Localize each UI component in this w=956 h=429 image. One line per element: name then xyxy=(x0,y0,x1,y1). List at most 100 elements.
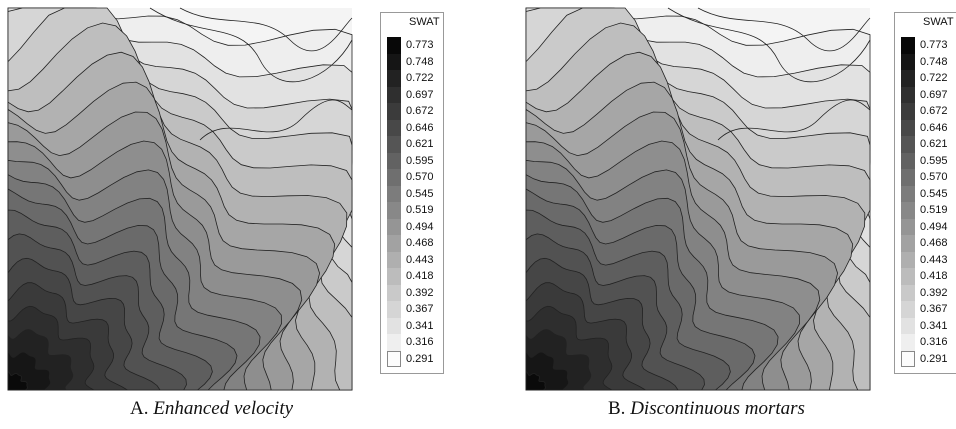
panel-b: SWAT 0.773 0.748 0.722 0.697 0.672 0.646 0.621… xyxy=(478,0,956,429)
contour-line xyxy=(717,99,871,141)
legend-swatch xyxy=(387,334,401,351)
legend-value: 0.468 xyxy=(406,237,434,249)
legend-swatch xyxy=(387,251,401,268)
legend-swatch xyxy=(387,301,401,318)
legend-swatch xyxy=(901,251,915,268)
legend-a: SWAT 0.773 0.748 0.722 0.697 0.672 0.646 0.621… xyxy=(380,12,444,374)
legend-value: 0.418 xyxy=(406,270,434,282)
legend-swatch xyxy=(901,136,915,153)
contour-band xyxy=(7,370,28,391)
legend-swatch xyxy=(901,317,915,334)
legend-swatch xyxy=(387,37,401,54)
contour-plot-b xyxy=(525,7,871,391)
legend-swatch xyxy=(387,317,401,334)
legend-swatch xyxy=(387,152,401,169)
legend-swatch xyxy=(387,136,401,153)
legend-swatch xyxy=(901,202,915,219)
legend-value: 0.621 xyxy=(920,138,948,150)
caption-title: Discontinuous mortars xyxy=(630,398,805,419)
legend-swatch xyxy=(387,350,401,367)
legend-swatch xyxy=(387,119,401,136)
legend-swatch xyxy=(901,119,915,136)
legend-swatch xyxy=(901,185,915,202)
legend-swatch xyxy=(901,268,915,285)
legend-value: 0.443 xyxy=(920,253,948,266)
legend-value: 0.468 xyxy=(920,237,948,249)
legend-swatch xyxy=(901,218,915,235)
legend-value: 0.773 xyxy=(406,39,434,51)
legend-swatch xyxy=(387,284,401,301)
legend-swatch xyxy=(901,334,915,351)
contour-line xyxy=(199,99,353,141)
legend-value: 0.595 xyxy=(406,154,434,167)
legend-swatch xyxy=(901,37,915,54)
legend-value: 0.672 xyxy=(920,105,948,117)
legend-value: 0.392 xyxy=(406,286,434,299)
legend-swatch xyxy=(901,350,915,367)
legend-swatch xyxy=(387,218,401,235)
legend-value: 0.748 xyxy=(920,55,948,68)
legend-swatch xyxy=(901,103,915,120)
legend-value: 0.291 xyxy=(920,352,948,365)
legend-value: 0.545 xyxy=(920,187,948,200)
legend-value: 0.494 xyxy=(920,220,948,233)
legend-value: 0.367 xyxy=(406,303,434,315)
caption-prefix: B. xyxy=(608,398,626,419)
legend-swatch xyxy=(387,103,401,120)
contour-line xyxy=(697,7,871,52)
legend-value: 0.316 xyxy=(406,336,434,348)
legend-swatch xyxy=(387,185,401,202)
legend-value: 0.570 xyxy=(920,171,948,183)
legend-swatch xyxy=(387,169,401,186)
legend-value: 0.722 xyxy=(920,72,948,84)
contour-line xyxy=(179,7,353,52)
legend-value: 0.341 xyxy=(920,319,948,332)
legend-value: 0.418 xyxy=(920,270,948,282)
legend-value: 0.392 xyxy=(920,286,948,299)
legend-value: 0.367 xyxy=(920,303,948,315)
legend-value: 0.697 xyxy=(406,88,434,101)
legend-value: 0.646 xyxy=(406,121,434,134)
caption-a: A. Enhanced velocity xyxy=(130,398,293,420)
legend-value: 0.316 xyxy=(920,336,948,348)
legend-swatch xyxy=(901,235,915,252)
legend-swatch xyxy=(901,86,915,103)
legend-value: 0.519 xyxy=(406,204,434,216)
legend-swatch xyxy=(901,169,915,186)
caption-b: B. Discontinuous mortars xyxy=(608,398,805,420)
legend-swatch xyxy=(387,53,401,70)
caption-title: Enhanced velocity xyxy=(153,398,294,419)
legend-title: SWAT xyxy=(409,16,440,28)
legend-value: 0.291 xyxy=(406,352,434,365)
legend-value: 0.545 xyxy=(406,187,434,200)
contour-band xyxy=(525,370,546,391)
legend-value: 0.341 xyxy=(406,319,434,332)
legend-value: 0.748 xyxy=(406,55,434,68)
legend-value: 0.672 xyxy=(406,105,434,117)
legend-value: 0.646 xyxy=(920,121,948,134)
contour-plot-a xyxy=(7,7,353,391)
legend-swatch xyxy=(387,268,401,285)
legend-value: 0.697 xyxy=(920,88,948,101)
legend-swatch xyxy=(387,86,401,103)
legend-swatch xyxy=(387,235,401,252)
legend-swatch xyxy=(901,53,915,70)
legend-value: 0.519 xyxy=(920,204,948,216)
legend-value: 0.570 xyxy=(406,171,434,183)
contour-line xyxy=(149,7,353,83)
legend-swatch xyxy=(387,70,401,87)
legend-swatch xyxy=(901,70,915,87)
legend-swatch xyxy=(901,152,915,169)
panel-a: SWAT 0.773 0.748 0.722 0.697 0.672 0.646 0.621… xyxy=(7,7,444,420)
legend-value: 0.595 xyxy=(920,154,948,167)
legend-swatch xyxy=(901,301,915,318)
legend-value: 0.621 xyxy=(406,138,434,150)
legend-b: SWAT 0.773 0.748 0.722 0.697 0.672 0.646 0.621… xyxy=(894,12,956,374)
legend-swatch xyxy=(901,284,915,301)
legend-value: 0.494 xyxy=(406,220,434,233)
legend-title: SWAT xyxy=(923,16,954,28)
legend-value: 0.722 xyxy=(406,72,434,84)
legend-swatch xyxy=(387,202,401,219)
legend-value: 0.773 xyxy=(920,39,948,51)
contour-line xyxy=(667,7,871,83)
